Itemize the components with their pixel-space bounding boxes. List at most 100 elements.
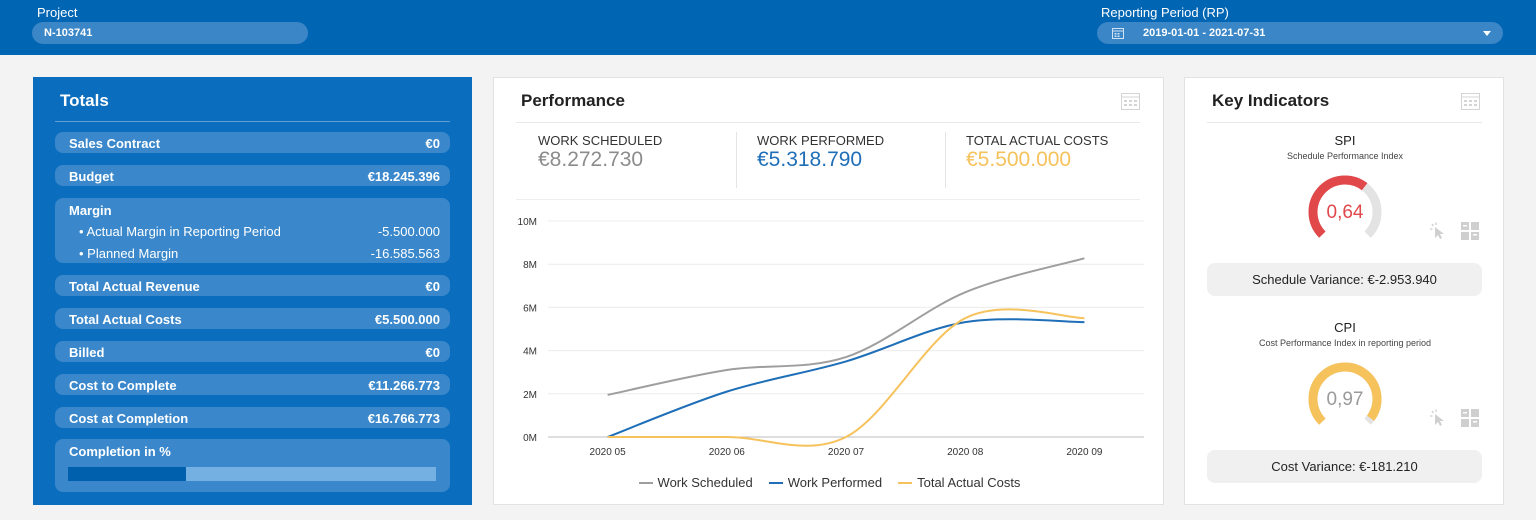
total-actual-costs-row: Total Actual Costs €5.500.000 <box>55 308 450 329</box>
y-tick-label: 8M <box>523 260 537 271</box>
y-tick-label: 10M <box>518 217 537 228</box>
series-line <box>607 318 1085 438</box>
calendar-icon[interactable] <box>1121 92 1140 110</box>
planned-margin-value: -16.585.563 <box>370 246 440 261</box>
reporting-period-select[interactable]: 2019-01-01 - 2021-07-31 <box>1097 22 1503 44</box>
pointer-icon[interactable] <box>1428 221 1448 241</box>
calendar-icon <box>1112 28 1124 39</box>
completion-progress-fill <box>68 467 186 481</box>
performance-panel: Performance WORK SCHEDULED €8.272.730 WO… <box>493 77 1164 505</box>
cost-at-completion-row: Cost at Completion €16.766.773 <box>55 407 450 428</box>
totals-panel: Totals Sales Contract €0 Budget €18.245.… <box>33 77 472 505</box>
work-scheduled-value: €8.272.730 <box>538 148 644 171</box>
cpi-name: CPI <box>1334 320 1356 335</box>
divider <box>516 122 1140 123</box>
legend-swatch <box>768 481 783 484</box>
series-line <box>607 308 1085 447</box>
row-value: €18.245.396 <box>367 169 440 184</box>
spi-name: SPI <box>1334 133 1356 148</box>
row-value: €5.500.000 <box>374 312 440 327</box>
project-select[interactable]: N-103741 <box>32 22 308 44</box>
legend-label: Work Scheduled <box>657 475 753 490</box>
x-tick-label: 2020 05 <box>590 447 627 458</box>
totals-title: Totals <box>60 91 109 110</box>
performance-chart: 0M 2M 4M 6M 8M 10M 2020 05 2020 06 2020 07 2020 0… <box>518 217 1144 458</box>
kpi-separator <box>736 132 737 188</box>
key-indicators-panel: Key Indicators SPI Schedule Performance … <box>1184 77 1504 505</box>
work-performed-value: €5.318.790 <box>757 148 863 171</box>
sales-contract-row: Sales Contract €0 <box>55 132 450 153</box>
tiles-icon[interactable] <box>1461 222 1479 240</box>
work-scheduled-label: WORK SCHEDULED <box>538 133 663 148</box>
x-tick-label: 2020 08 <box>947 447 984 458</box>
cpi-description: Cost Performance Index in reporting peri… <box>1258 338 1432 348</box>
row-label: Billed <box>69 345 105 360</box>
legend-item[interactable]: Total Actual Costs <box>898 475 1020 490</box>
spi-gauge: 0,64 <box>1308 175 1382 238</box>
row-label: Cost to Complete <box>69 378 177 393</box>
reporting-period-value: 2019-01-01 - 2021-07-31 <box>1143 27 1266 39</box>
top-bar: Project N-103741 Reporting Period (RP) 2… <box>0 0 1536 55</box>
y-tick-label: 0M <box>523 433 537 444</box>
spi-value: 0,64 <box>1327 202 1364 223</box>
gauge-value-arc <box>1308 175 1368 238</box>
row-value: €11.266.773 <box>368 378 440 393</box>
actual-margin-value: -5.500.000 <box>377 224 440 239</box>
completion-progress-bar <box>68 467 436 481</box>
reporting-period-label: Reporting Period (RP) <box>1101 5 1229 20</box>
series-line <box>607 257 1085 396</box>
total-actual-costs-label: TOTAL ACTUAL COSTS <box>966 133 1109 148</box>
legend-label: Work Performed <box>787 475 883 490</box>
x-tick-label: 2020 09 <box>1066 447 1103 458</box>
row-label: Sales Contract <box>69 136 161 151</box>
legend-item[interactable]: Work Scheduled <box>638 475 753 490</box>
y-tick-label: 2M <box>523 390 537 401</box>
legend-item[interactable]: Work Performed <box>768 475 883 490</box>
divider <box>55 121 450 122</box>
budget-row: Budget €18.245.396 <box>55 165 450 186</box>
spi-description: Schedule Performance Index <box>1286 151 1404 161</box>
row-label: Total Actual Costs <box>69 312 182 327</box>
row-label: Total Actual Revenue <box>69 279 200 294</box>
kpi-separator <box>945 132 946 188</box>
margin-group: Margin • Actual Margin in Reporting Peri… <box>55 198 450 263</box>
total-actual-costs-value: €5.500.000 <box>966 148 1072 171</box>
y-tick-label: 6M <box>523 303 537 314</box>
row-value: €0 <box>425 345 440 360</box>
legend-swatch <box>898 481 913 484</box>
row-value: €0 <box>425 279 440 294</box>
row-value: €16.766.773 <box>367 411 440 426</box>
completion-group: Completion in % <box>55 439 450 492</box>
gauge-value-arc <box>1308 362 1382 425</box>
performance-title: Performance <box>521 91 625 110</box>
x-tick-label: 2020 06 <box>709 447 746 458</box>
margin-label: Margin <box>69 203 112 218</box>
row-label: Cost at Completion <box>69 411 189 426</box>
chevron-down-icon[interactable] <box>1483 31 1491 36</box>
x-tick-label: 2020 07 <box>828 447 865 458</box>
schedule-variance: Schedule Variance: €-2.953.940 <box>1207 263 1482 296</box>
divider <box>516 199 1140 200</box>
work-performed-label: WORK PERFORMED <box>757 133 885 148</box>
chart-legend: Work Scheduled Work Performed Total Actual… <box>494 475 1165 490</box>
tiles-icon[interactable] <box>1461 409 1479 427</box>
cpi-gauge: 0,97 <box>1308 362 1382 425</box>
planned-margin-label: • Planned Margin <box>79 246 179 261</box>
completion-label: Completion in % <box>69 444 171 459</box>
y-tick-label: 4M <box>523 347 537 358</box>
cost-to-complete-row: Cost to Complete €11.266.773 <box>55 374 450 395</box>
key-indicators-title: Key Indicators <box>1212 91 1330 110</box>
billed-row: Billed €0 <box>55 341 450 362</box>
project-label: Project <box>37 5 78 20</box>
actual-margin-label: • Actual Margin in Reporting Period <box>79 224 281 239</box>
total-actual-revenue-row: Total Actual Revenue €0 <box>55 275 450 296</box>
legend-swatch <box>638 481 653 484</box>
calendar-icon[interactable] <box>1461 92 1480 110</box>
cost-variance: Cost Variance: €-181.210 <box>1207 450 1482 483</box>
row-value: €0 <box>425 136 440 151</box>
pointer-icon[interactable] <box>1428 408 1448 428</box>
cpi-value: 0,97 <box>1327 389 1364 410</box>
divider <box>1207 122 1482 123</box>
row-label: Budget <box>69 169 114 184</box>
legend-label: Total Actual Costs <box>917 475 1021 490</box>
